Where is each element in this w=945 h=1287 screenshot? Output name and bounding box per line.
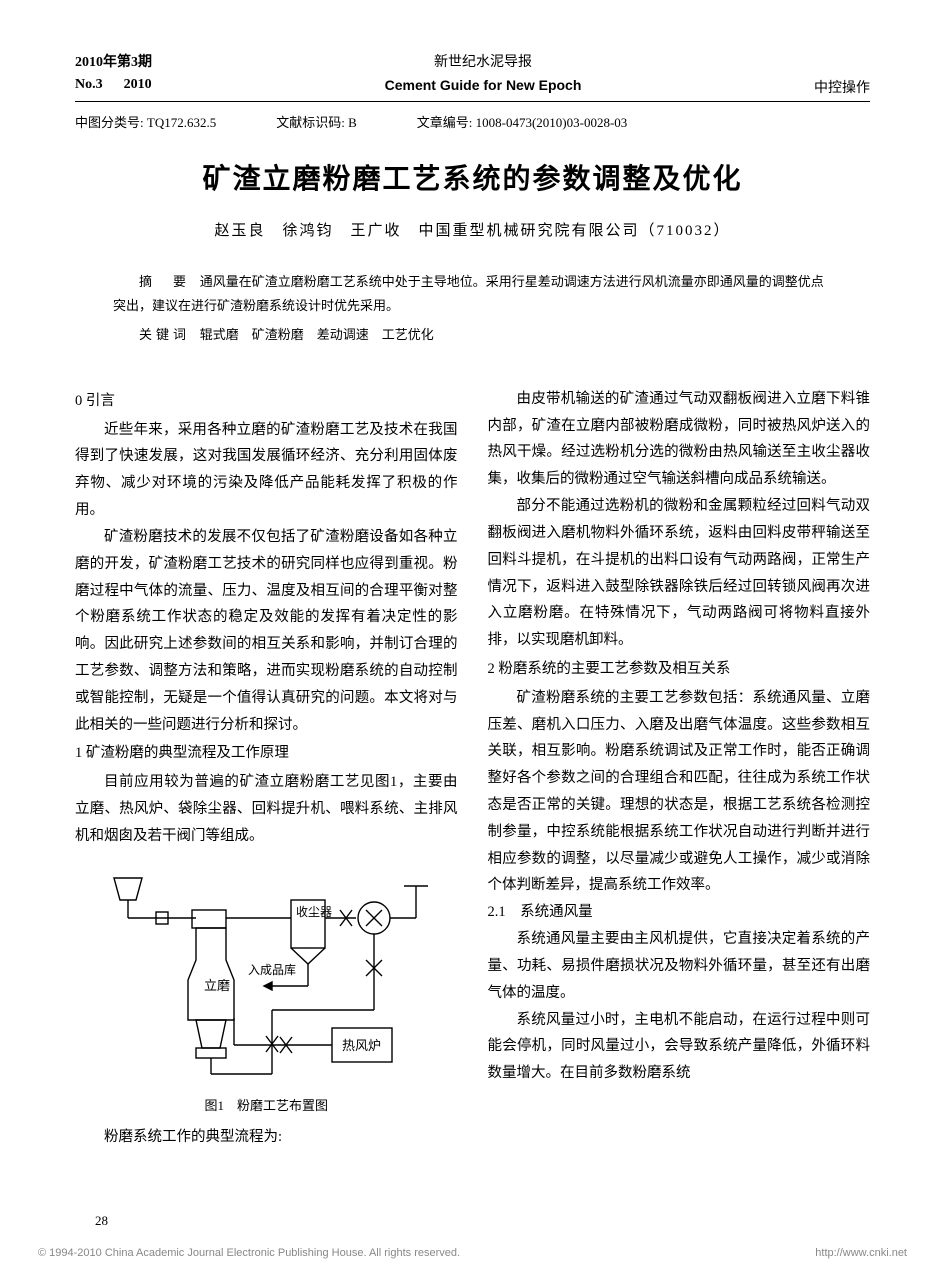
left-column: 0 引言 近些年来，采用各种立磨的矿渣粉磨工艺及技术在我国得到了快速发展，这对我… — [75, 386, 458, 1151]
issue-cn: 2010年第3期 — [75, 52, 152, 74]
para-r3: 矿渣粉磨系统的主要工艺参数包括：系统通风量、立磨压差、磨机入口压力、入磨及出磨气… — [488, 685, 871, 900]
body-columns: 0 引言 近些年来，采用各种立磨的矿渣粉磨工艺及技术在我国得到了快速发展，这对我… — [75, 386, 870, 1151]
right-column: 由皮带机输送的矿渣通过气动双翻板阀进入立磨下料锥内部，矿渣在立磨内部被粉磨成微粉… — [488, 386, 871, 1151]
para-r4: 系统通风量主要由主风机提供，它直接决定着系统的产量、功耗、易损件磨损状况及物料外… — [488, 926, 871, 1006]
figure-1-caption: 图1 粉磨工艺布置图 — [75, 1094, 458, 1118]
abstract-text: 摘 要 通风量在矿渣立磨粉磨工艺系统中处于主导地位。采用行星差动调速方法进行风机… — [113, 270, 832, 319]
svg-text:入成品库: 入成品库 — [248, 962, 296, 977]
page-number: 28 — [95, 1213, 108, 1229]
section-0-head: 0 引言 — [75, 388, 458, 415]
header-issue: 2010年第3期 No.3 2010 — [75, 52, 152, 97]
page-header: 2010年第3期 No.3 2010 新世纪水泥导报 Cement Guide … — [75, 52, 870, 102]
journal-en: Cement Guide for New Epoch — [152, 74, 814, 96]
para-r1: 由皮带机输送的矿渣通过气动双翻板阀进入立磨下料锥内部，矿渣在立磨内部被粉磨成微粉… — [488, 386, 871, 493]
article-id: 文章编号: 1008-0473(2010)03-0028-03 — [417, 112, 628, 131]
flow-diagram-icon: 立磨 收尘器 — [96, 860, 436, 1090]
para-l1: 近些年来，采用各种立磨的矿渣粉磨工艺及技术在我国得到了快速发展，这对我国发展循环… — [75, 417, 458, 524]
svg-text:热风炉: 热风炉 — [342, 1038, 381, 1053]
figure-1: 立磨 收尘器 — [75, 860, 458, 1118]
para-l3: 目前应用较为普遍的矿渣立磨粉磨工艺见图1，主要由立磨、热风炉、袋除尘器、回料提升… — [75, 769, 458, 849]
clc: 中图分类号: TQ172.632.5 — [75, 112, 216, 131]
para-l4: 粉磨系统工作的典型流程为: — [75, 1124, 458, 1151]
doc-code: 文献标识码: B — [276, 112, 357, 131]
para-l2: 矿渣粉磨技术的发展不仅包括了矿渣粉磨设备如各种立磨的开发，矿渣粉磨工艺技术的研究… — [75, 524, 458, 739]
para-r5: 系统风量过小时，主电机不能启动，在运行过程中则可能会停机，同时风量过小，会导致系… — [488, 1007, 871, 1087]
issue-en: No.3 2010 — [75, 74, 152, 96]
svg-text:立磨: 立磨 — [204, 978, 230, 993]
meta-row: 中图分类号: TQ172.632.5 文献标识码: B 文章编号: 1008-0… — [75, 112, 870, 131]
section-2-head: 2 粉磨系统的主要工艺参数及相互关系 — [488, 656, 871, 683]
authors-line: 赵玉良 徐鸿钧 王广收 中国重型机械研究院有限公司（710032） — [75, 219, 870, 240]
journal-cn: 新世纪水泥导报 — [152, 52, 814, 74]
keywords-line: 关键词 辊式磨 矿渣粉磨 差动调速 工艺优化 — [113, 323, 832, 348]
footer-url: http://www.cnki.net — [815, 1247, 907, 1259]
article-title: 矿渣立磨粉磨工艺系统的参数调整及优化 — [75, 157, 870, 197]
header-journal: 新世纪水泥导报 Cement Guide for New Epoch — [152, 52, 814, 97]
svg-text:收尘器: 收尘器 — [296, 905, 332, 919]
header-section: 中控操作 — [814, 77, 870, 97]
footer-copyright: © 1994-2010 China Academic Journal Elect… — [38, 1247, 460, 1259]
page-footer: © 1994-2010 China Academic Journal Elect… — [38, 1247, 907, 1259]
section-2-1-head: 2.1 系统通风量 — [488, 899, 871, 926]
abstract-block: 摘 要 通风量在矿渣立磨粉磨工艺系统中处于主导地位。采用行星差动调速方法进行风机… — [113, 270, 832, 348]
section-1-head: 1 矿渣粉磨的典型流程及工作原理 — [75, 740, 458, 767]
para-r2: 部分不能通过选粉机的微粉和金属颗粒经过回料气动双翻板阀进入磨机物料外循环系统，返… — [488, 493, 871, 654]
